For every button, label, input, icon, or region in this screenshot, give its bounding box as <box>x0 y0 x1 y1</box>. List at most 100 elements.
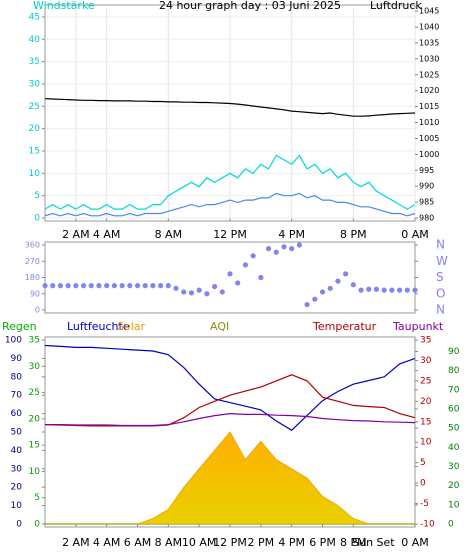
y-tick-label: 5 <box>34 191 40 201</box>
direction-point <box>119 283 125 289</box>
direction-point <box>289 246 295 252</box>
y-tick-label: 0 <box>34 520 40 530</box>
y-tick-label: 15 <box>29 441 40 451</box>
y-tick-label: 45 <box>29 12 40 22</box>
direction-point <box>335 278 341 284</box>
x-tick-label: 0 AM <box>401 536 429 549</box>
direction-point <box>134 283 141 289</box>
direction-point <box>396 287 403 293</box>
y-tick-label: 15 <box>420 417 431 427</box>
direction-point <box>319 289 326 295</box>
y-tick-label: 30 <box>448 462 460 472</box>
y-tick-label: 90 <box>11 354 23 364</box>
direction-point <box>404 287 410 293</box>
direction-point <box>73 283 79 289</box>
y-tick-label: 40 <box>11 446 23 456</box>
series-line <box>44 154 416 210</box>
y-tick-label: 0 <box>448 520 454 530</box>
y-tick-label: 15 <box>29 146 40 156</box>
direction-point <box>188 290 195 296</box>
x-tick-label: 4 PM <box>278 228 305 241</box>
x-tick-label: 10 AM <box>182 536 217 549</box>
series-line <box>45 412 416 427</box>
direction-point <box>343 271 349 277</box>
y-tick-label: -10 <box>420 520 435 530</box>
x-tick-label: 2 AM <box>62 228 90 241</box>
series-line <box>44 374 416 427</box>
y-tick-label: 1020 <box>419 86 439 95</box>
legend-entry: Solar <box>117 320 146 333</box>
direction-point <box>150 283 156 289</box>
y-tick-label: 985 <box>419 198 434 207</box>
y-tick-label: 1005 <box>419 134 439 143</box>
direction-point <box>358 287 364 293</box>
direction-point <box>250 253 256 259</box>
direction-point <box>127 283 133 289</box>
y-tick-label: 20 <box>29 124 41 134</box>
direction-point <box>80 283 87 289</box>
y-tick-label: 0 <box>16 520 22 530</box>
y-tick-label: 30 <box>29 79 41 89</box>
y-tick-label: 5 <box>420 458 426 468</box>
y-tick-label: N <box>436 303 445 317</box>
y-tick-label: 1030 <box>419 54 439 63</box>
direction-point <box>366 286 372 292</box>
y-tick-label: 1045 <box>419 7 439 16</box>
series-line <box>44 192 416 217</box>
direction-point <box>196 287 202 293</box>
y-tick-label: 25 <box>29 388 40 398</box>
y-tick-label: 40 <box>29 35 41 45</box>
direction-point <box>227 271 233 277</box>
y-tick-label: 90 <box>448 347 460 357</box>
x-tick-label: 2 AM <box>62 536 90 549</box>
x-tick-label: 0 AM <box>401 228 429 241</box>
legend-entry: Temperatur <box>312 320 377 333</box>
direction-point <box>173 285 179 291</box>
y-tick-label: 10 <box>29 169 41 179</box>
legend-entry: Regen <box>2 320 37 333</box>
y2-axis-label: Luftdruck <box>370 0 422 12</box>
y-tick-label: 20 <box>448 481 460 491</box>
x-tick-label: 6 PM <box>309 536 336 549</box>
x-tick-label: 2 PM <box>248 536 275 549</box>
y-tick-label: W <box>436 254 448 268</box>
y-tick-label: -5 <box>420 499 429 509</box>
y-axis-label: Windstärke <box>33 0 95 12</box>
direction-point <box>65 283 71 289</box>
y-tick-label: 980 <box>419 214 434 223</box>
series-line <box>44 98 416 117</box>
direction-point <box>204 291 210 297</box>
x-tick-label: 8 PM <box>340 536 367 549</box>
y-tick-label: 90 <box>30 289 40 298</box>
x-tick-label: 8 AM <box>155 228 183 241</box>
y-tick-label: 10 <box>420 438 432 448</box>
direction-point <box>96 283 102 289</box>
y-tick-label: 100 <box>5 336 22 346</box>
direction-point <box>88 283 94 289</box>
y-tick-label: 0 <box>420 479 426 489</box>
y-tick-label: 35 <box>29 336 40 346</box>
direction-point <box>389 287 395 293</box>
y-tick-label: 0 <box>35 306 40 315</box>
y-tick-label: 1035 <box>419 39 439 48</box>
x-tick-label: 12 PM <box>213 228 247 241</box>
direction-point <box>304 301 310 308</box>
y-tick-label: 10 <box>11 501 23 511</box>
series-line <box>44 344 416 431</box>
direction-point <box>281 244 287 250</box>
x-tick-label: 4 AM <box>93 228 121 241</box>
direction-point <box>142 283 148 289</box>
y-tick-label: 180 <box>25 273 40 282</box>
x-tick-label: 8 AM <box>155 536 183 549</box>
y-tick-label: 270 <box>25 257 40 266</box>
y-tick-label: 20 <box>29 414 41 424</box>
direction-point <box>104 283 110 289</box>
y-tick-label: S <box>436 270 444 284</box>
direction-point <box>265 246 272 252</box>
y-tick-label: 70 <box>11 391 23 401</box>
legend-entry: Luftfeuchte <box>67 320 130 333</box>
x-tick-label: 4 AM <box>93 536 121 549</box>
direction-point <box>50 283 56 289</box>
y-tick-label: 1025 <box>419 70 439 79</box>
